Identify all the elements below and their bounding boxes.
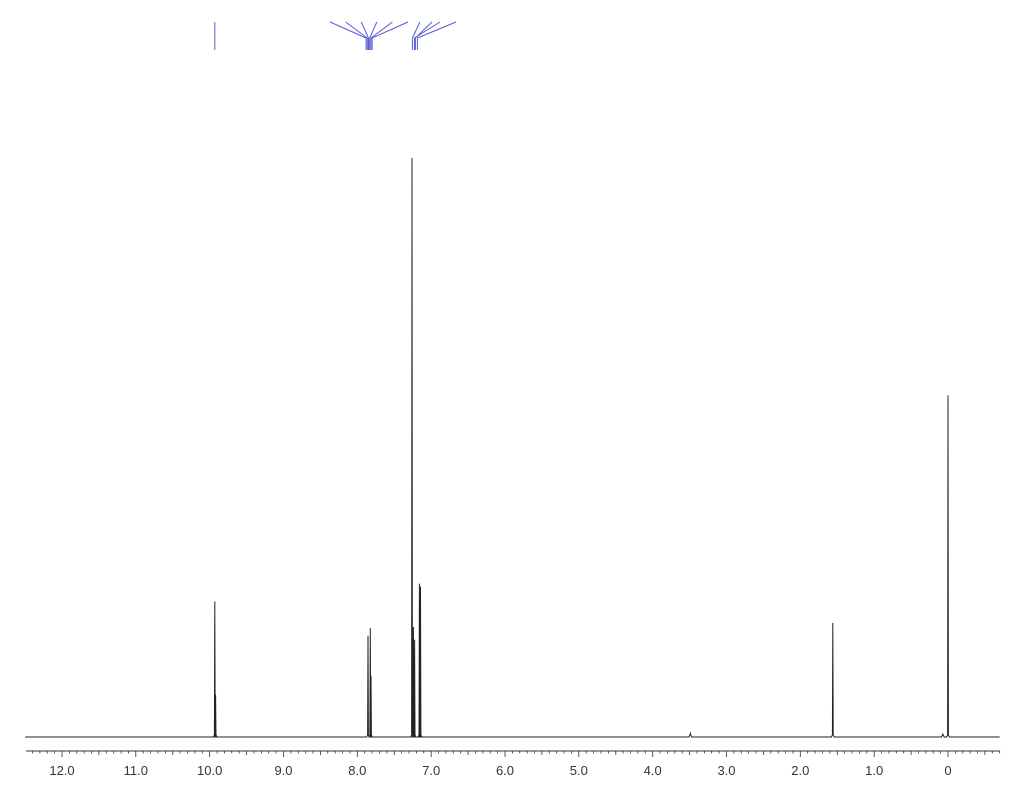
multiplet-fan-line: [329, 21, 367, 39]
multiplet-fan-line: [360, 21, 369, 39]
multiplet-annotations: [214, 21, 457, 50]
x-tick-label: 6.0: [496, 763, 514, 778]
multiplet-fan-line: [411, 21, 421, 39]
multiplet-fan-line: [417, 21, 457, 39]
x-tick-label: 5.0: [570, 763, 588, 778]
multiplet-fan-line: [370, 21, 393, 39]
multiplet-fan-line: [345, 21, 368, 39]
x-tick-label: 0: [944, 763, 951, 778]
x-tick-label: 2.0: [791, 763, 809, 778]
x-axis-ticks: [32, 751, 1001, 757]
x-axis-tick-labels: 12.0 11.0 10.0 9.0 8.0 7.0 6.0 5.0 4.0 3.0 2.0 1.0 0: [49, 763, 951, 778]
spectrum-trace: [25, 157, 1000, 738]
x-tick-label: 9.0: [274, 763, 292, 778]
x-tick-label: 11.0: [124, 763, 148, 778]
x-tick-label: 4.0: [644, 763, 662, 778]
multiplet-fan-line: [369, 21, 378, 39]
multiplet-fan-line: [371, 21, 409, 39]
x-tick-label: 3.0: [717, 763, 735, 778]
multiplet-fan-line: [415, 21, 433, 39]
x-tick-label: 12.0: [49, 763, 74, 778]
x-tick-label: 8.0: [348, 763, 366, 778]
x-tick-label: 10.0: [197, 763, 222, 778]
x-tick-label: 1.0: [865, 763, 883, 778]
x-tick-label: 7.0: [422, 763, 440, 778]
